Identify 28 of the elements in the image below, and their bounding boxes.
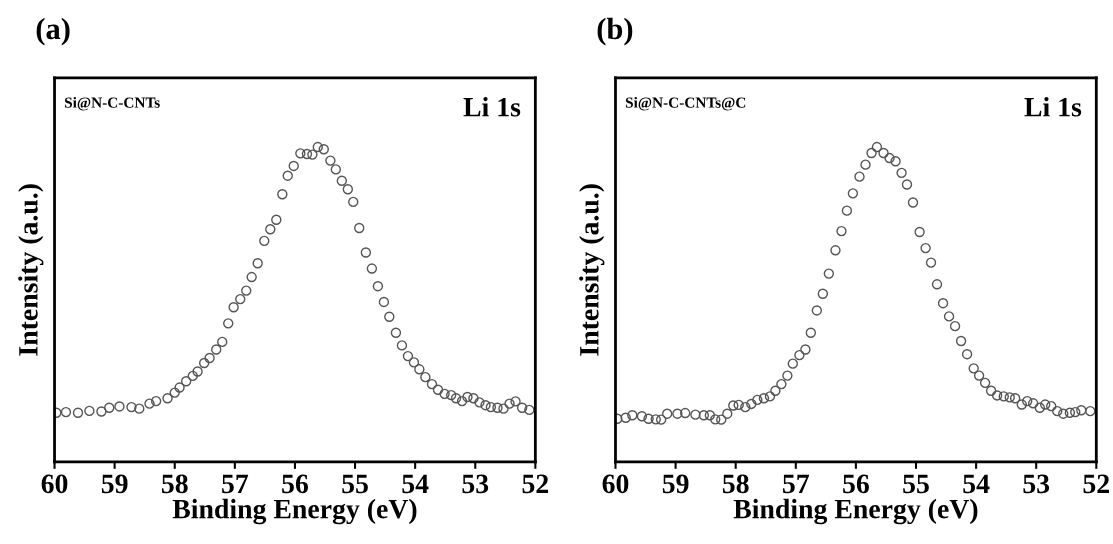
- x-tick-label: 52: [1083, 474, 1109, 494]
- text: Si@N-C-CNTs@C: [625, 97, 746, 111]
- x-tick-label: 57: [783, 474, 810, 494]
- y-axis-title: Intensity (a.u.): [579, 184, 605, 356]
- text: Li 1s: [463, 97, 521, 117]
- text: Si@N-C-CNTs: [64, 97, 160, 111]
- x-tick-label: 52: [522, 474, 549, 494]
- x-axis-title: Binding Energy (eV): [733, 498, 978, 525]
- x-tick-label: 59: [101, 474, 128, 494]
- x-tick-label: 58: [161, 474, 188, 494]
- x-axis-title: Binding Energy (eV): [172, 498, 417, 525]
- x-tick-label: 56: [282, 474, 309, 494]
- chart-title: (b): [597, 17, 633, 46]
- x-tick-label: 53: [1023, 474, 1050, 494]
- x-tick-label: 55: [342, 474, 368, 494]
- x-tick-label: 59: [662, 474, 689, 494]
- x-tick-label: 54: [963, 474, 990, 494]
- x-tick-label: 53: [462, 474, 489, 494]
- y-axis-title: Intensity (a.u.): [18, 184, 44, 356]
- x-tick-label: 55: [903, 474, 929, 494]
- x-tick-label: 60: [602, 474, 629, 494]
- x-tick-label: 54: [402, 474, 429, 494]
- x-tick-label: 58: [722, 474, 749, 494]
- chart-title: (a): [36, 17, 70, 46]
- text: Li 1s: [1024, 97, 1082, 117]
- x-tick-label: 56: [843, 474, 869, 494]
- x-tick-label: 60: [41, 474, 68, 494]
- x-tick-label: 57: [222, 474, 249, 494]
